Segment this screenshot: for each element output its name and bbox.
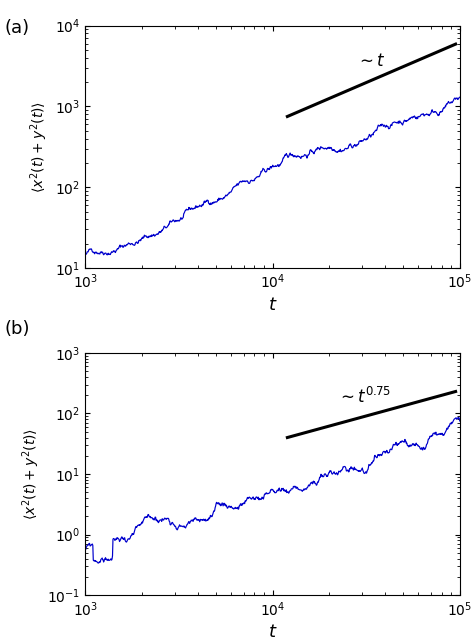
Text: (a): (a) [5,19,30,37]
Y-axis label: $\langle x^2(t)+y^2(t)\rangle$: $\langle x^2(t)+y^2(t)\rangle$ [28,100,50,193]
X-axis label: $t$: $t$ [268,296,277,314]
Y-axis label: $\langle x^2(t)+y^2(t)\rangle$: $\langle x^2(t)+y^2(t)\rangle$ [20,428,42,520]
Text: $\sim t^{0.75}$: $\sim t^{0.75}$ [337,387,391,406]
Text: (b): (b) [5,320,30,338]
Text: $\sim t$: $\sim t$ [356,53,386,70]
X-axis label: $t$: $t$ [268,623,277,640]
